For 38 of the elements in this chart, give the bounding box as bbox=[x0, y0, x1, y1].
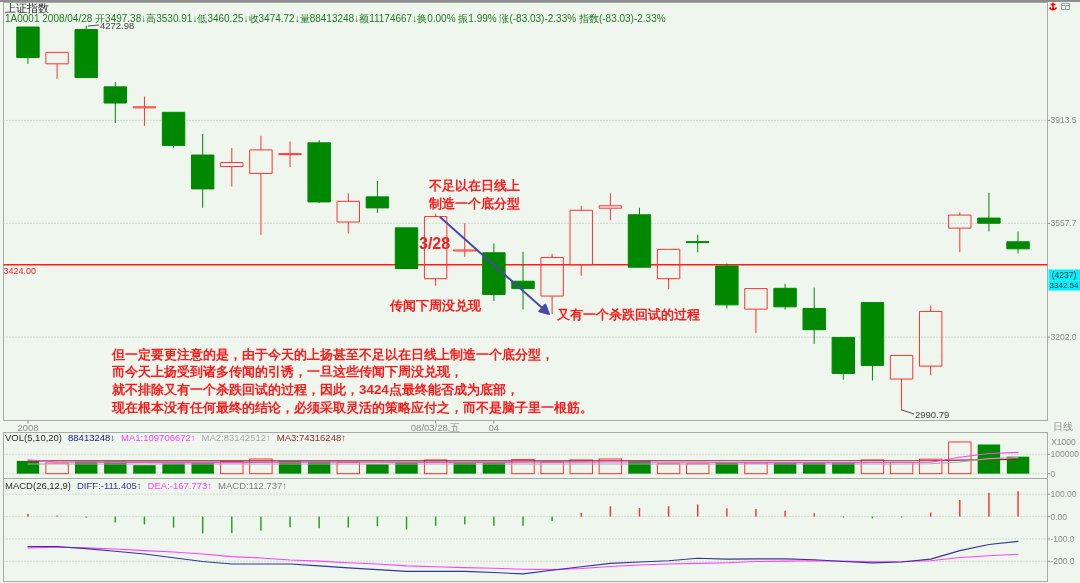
text: MA2:83142512↑ bbox=[201, 431, 271, 443]
x-tick-label: 04 bbox=[488, 421, 500, 433]
text: MA1:109706672↑ bbox=[121, 431, 196, 443]
text: 日线 bbox=[1053, 421, 1073, 432]
annotation: 就不排除又有一个杀跌回试的过程，因此，3424点最终能否成为底部， bbox=[111, 381, 519, 397]
y-tick-label: 0.00 bbox=[1050, 511, 1068, 522]
y-tick-label: 100.00 bbox=[1050, 489, 1077, 500]
ref-line-label: 3424.00 bbox=[3, 265, 37, 276]
chart-title: VOL(5,10,20) bbox=[5, 431, 63, 443]
annotation: 但一定要更注意的是，由于今天的上扬甚至不足以在日线上制造一个底分型， bbox=[111, 346, 554, 362]
line-series bbox=[27, 546, 1019, 571]
chart-title: 上证指数 bbox=[5, 1, 49, 14]
annotation: 而今天上扬受到诸多传闻的引诱，一旦这些传闻下周没兑现， bbox=[111, 364, 463, 380]
annotation: 2990.79 bbox=[915, 408, 950, 420]
line-series bbox=[27, 540, 1019, 575]
annotation: 现在根本没有任何最终的结论，必须采取灵活的策略应付之，而不是脑子里一根筋。 bbox=[111, 399, 593, 415]
annotation: 传闻下周没兑现 bbox=[389, 297, 482, 313]
text: MACD:112.737↑ bbox=[218, 479, 288, 491]
annotation: 又有一个杀跌回试的过程 bbox=[556, 306, 700, 322]
y-tick-label: 3202.0 bbox=[1050, 332, 1077, 343]
text: DIFF:-111.405↑ bbox=[77, 479, 142, 491]
x-tick-label: 2008 bbox=[17, 421, 39, 433]
y-tick-label: 3557.7 bbox=[1050, 218, 1077, 229]
y-tick-label: 3913.5 bbox=[1050, 115, 1077, 126]
x-tick-label: 08/03/28,五 bbox=[410, 421, 461, 433]
annotation: 制造一个底分型 bbox=[428, 195, 520, 211]
text: 88413248↓ bbox=[68, 431, 116, 443]
chart-title: MACD(26,12,9) bbox=[5, 479, 71, 491]
y-axis-title: X1000 bbox=[1051, 437, 1077, 447]
text: 3342.54 bbox=[1049, 281, 1080, 290]
y-tick-label: -200.0 bbox=[1050, 556, 1075, 567]
series-label: MA3:74316248↑ bbox=[276, 431, 346, 443]
text: DEA:-167.773↑ bbox=[147, 479, 213, 491]
y-tick-label: 0 bbox=[1050, 468, 1056, 479]
annotation: 不足以在日线上 bbox=[428, 177, 520, 193]
y-tick-label: 100000 bbox=[1050, 449, 1080, 460]
y-tick-label: -100.0 bbox=[1050, 533, 1075, 544]
text: (4237) bbox=[1051, 270, 1077, 280]
